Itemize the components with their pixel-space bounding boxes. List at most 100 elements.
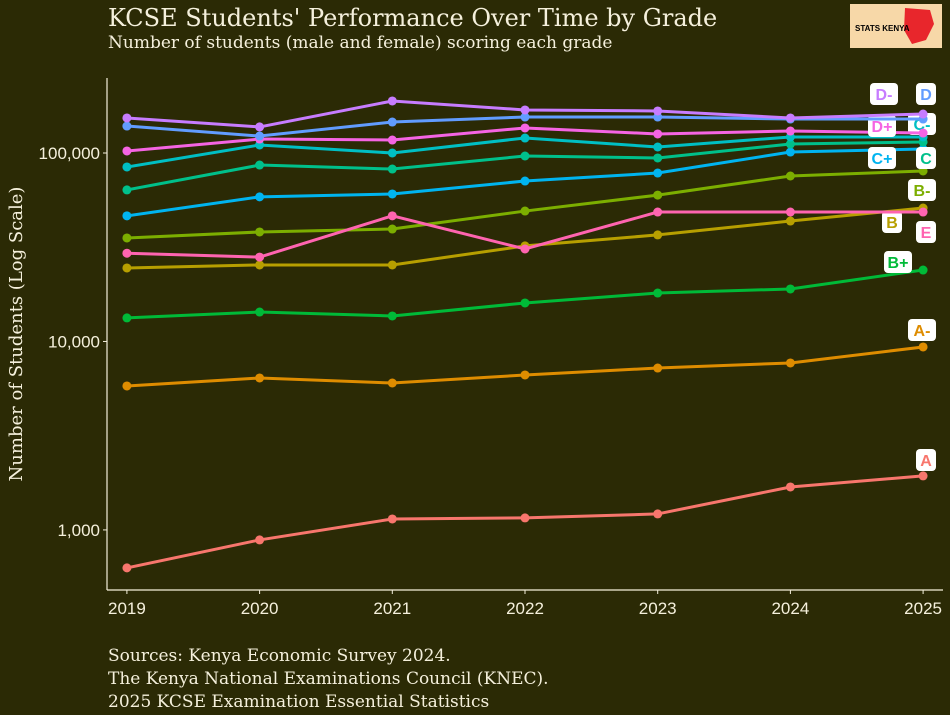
data-point [387,311,397,321]
series-label-box [916,147,936,169]
series-label-box [908,179,936,201]
chart-subtitle: Number of students (male and female) sco… [108,33,612,53]
data-point [255,252,265,262]
x-tick-label: 2022 [506,599,544,618]
data-point [122,162,132,172]
data-point [387,189,397,199]
data-point [255,122,265,132]
data-point [387,135,397,145]
data-point [653,190,663,200]
series-label: C+ [872,151,893,168]
data-point [255,535,265,545]
data-point [122,185,132,195]
data-point [122,381,132,391]
series-label: B [886,215,898,232]
data-point [785,126,795,136]
data-point [122,313,132,323]
data-point [122,211,132,221]
x-tick-label: 2023 [639,599,677,618]
series-label: A [920,453,932,470]
data-point [122,248,132,258]
logo: STATS KENYA [850,4,942,48]
chart-title: KCSE Students' Performance Over Time by … [108,4,717,32]
data-point [255,373,265,383]
series-label: A- [914,323,931,340]
data-point [255,160,265,170]
data-point [520,105,530,115]
data-point [918,109,928,119]
series: E [122,207,936,262]
data-point [653,153,663,163]
y-tick-label: 10,000 [48,332,100,351]
data-point [785,216,795,226]
data-point [122,263,132,273]
x-tick-label: 2021 [373,599,411,618]
series: C [122,137,936,195]
data-point [918,342,928,352]
x-tick-label: 2025 [904,599,942,618]
data-point [785,139,795,149]
data-point [653,363,663,373]
data-point [653,509,663,519]
data-point [653,230,663,240]
data-point [653,168,663,178]
data-point [653,288,663,298]
series-label: D- [876,87,893,104]
data-point [918,207,928,217]
caption-line: 2025 KCSE Examination Essential Statisti… [108,692,489,712]
series-label-box [908,319,936,341]
data-point [122,563,132,573]
data-point [255,227,265,237]
series-label-box [916,221,936,243]
data-point [387,378,397,388]
series-label: E [921,225,932,242]
caption-line: The Kenya National Examinations Council … [108,669,549,689]
series-label-box [916,449,936,471]
data-point [122,233,132,243]
data-point [653,106,663,116]
x-tick-label: 2019 [108,599,146,618]
logo-map [904,8,934,44]
series-label: D [920,87,932,104]
series: A [122,449,936,573]
data-point [918,128,928,138]
data-point [653,207,663,217]
data-point [255,131,265,141]
data-point [785,171,795,181]
data-point [918,265,928,275]
series-label-box [884,251,912,273]
data-point [653,129,663,139]
series: D- [122,83,928,132]
y-tick-label: 1,000 [57,521,100,540]
series-label-box [870,83,898,105]
data-point [520,298,530,308]
data-point [520,176,530,186]
data-point [520,112,530,122]
data-point [520,244,530,254]
y-tick-label: 100,000 [39,144,100,163]
y-axis-title: Number of Students (Log Scale) [6,187,27,482]
x-tick-label: 2024 [771,599,809,618]
series-label: D+ [872,119,893,136]
series-label: B- [914,183,931,200]
data-point [785,482,795,492]
data-point [122,113,132,123]
data-point [122,121,132,131]
series: B- [122,166,936,243]
data-point [785,358,795,368]
data-point [255,260,265,270]
series-label: B+ [888,255,909,272]
data-point [520,123,530,133]
data-point [520,206,530,216]
data-point [785,147,795,157]
data-point [520,370,530,380]
data-point [387,117,397,127]
data-point [520,151,530,161]
series-label-box [868,147,896,169]
x-tick-label: 2020 [241,599,279,618]
data-point [387,224,397,234]
data-point [255,192,265,202]
data-point [387,211,397,221]
